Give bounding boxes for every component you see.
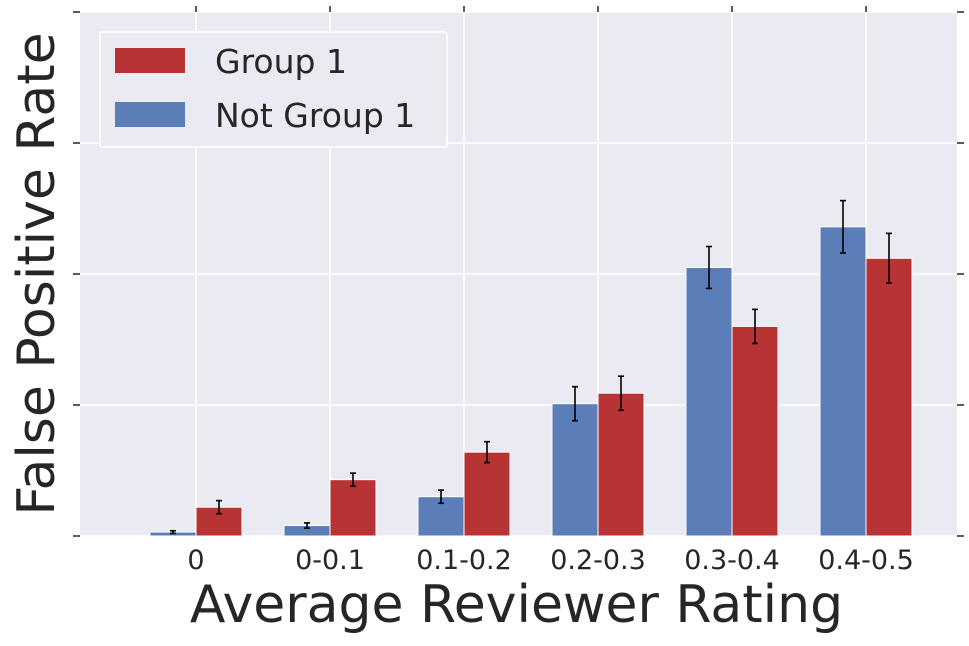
error-bar bbox=[618, 375, 624, 412]
legend-box bbox=[99, 31, 448, 148]
error-bar bbox=[886, 232, 892, 284]
error-bar bbox=[438, 489, 444, 505]
bar-group-1 bbox=[731, 325, 779, 537]
x-axis-title: Average Reviewer Rating bbox=[190, 575, 843, 635]
x-tick-label: 0 bbox=[187, 545, 204, 576]
x-tick-label: 0.3-0.4 bbox=[684, 545, 780, 576]
legend-label: Not Group 1 bbox=[215, 96, 415, 135]
legend-items: Group 1 Not Group 1 bbox=[115, 42, 415, 135]
y-axis-title: False Positive Rate bbox=[7, 32, 67, 515]
bar-group-1 bbox=[597, 392, 645, 537]
error-bar bbox=[216, 499, 222, 515]
bar-group-1 bbox=[329, 479, 377, 537]
axis-ticks bbox=[73, 6, 964, 537]
error-bars bbox=[170, 199, 892, 535]
bar-not-group-1 bbox=[685, 266, 733, 537]
error-bar bbox=[752, 308, 758, 345]
error-bar bbox=[350, 472, 356, 488]
x-tick-labels: 0 0-0.1 0.1-0.2 0.2-0.3 0.3-0.4 0.4-0.5 bbox=[187, 545, 913, 576]
error-bar bbox=[572, 385, 578, 422]
legend-swatch bbox=[115, 102, 185, 127]
bars bbox=[149, 226, 913, 537]
error-bar bbox=[170, 529, 176, 535]
bar-group-1 bbox=[865, 257, 913, 537]
bar-not-group-1 bbox=[551, 403, 599, 537]
error-bar bbox=[706, 245, 712, 290]
x-tick-label: 0.4-0.5 bbox=[818, 545, 914, 576]
x-tick-label: 0-0.1 bbox=[295, 545, 365, 576]
error-bar bbox=[840, 199, 846, 254]
x-tick-label: 0.1-0.2 bbox=[416, 545, 512, 576]
legend-label: Group 1 bbox=[215, 42, 347, 81]
x-tick-label: 0.2-0.3 bbox=[550, 545, 646, 576]
legend-swatch bbox=[115, 48, 185, 73]
error-bar bbox=[304, 522, 310, 529]
bar-not-group-1 bbox=[819, 226, 867, 537]
error-bar bbox=[484, 440, 490, 464]
legend: Group 1 Not Group 1 bbox=[99, 31, 448, 148]
bar-group-1 bbox=[463, 451, 511, 537]
